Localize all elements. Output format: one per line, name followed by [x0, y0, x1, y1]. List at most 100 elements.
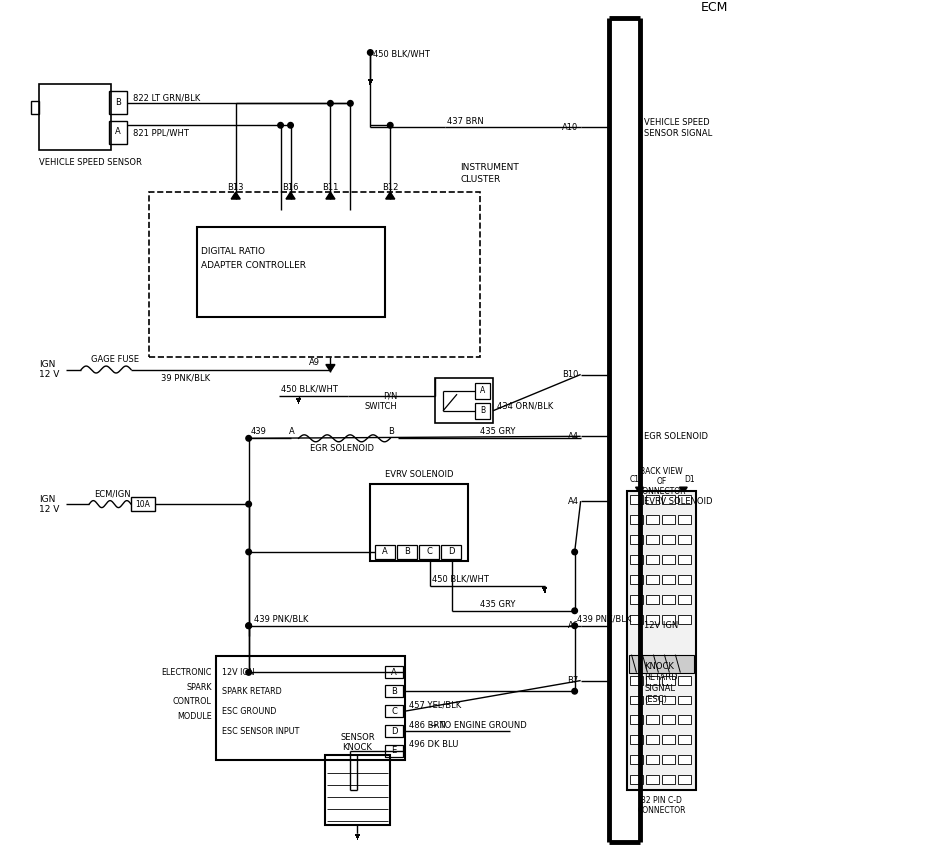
Text: 439: 439 — [251, 427, 267, 436]
Text: 12 V: 12 V — [39, 370, 60, 379]
Text: 457 YEL/BLK: 457 YEL/BLK — [410, 701, 462, 709]
Text: B: B — [480, 406, 485, 416]
Text: D: D — [391, 727, 397, 735]
Text: SPARK RETARD: SPARK RETARD — [222, 687, 282, 695]
Bar — [678, 715, 691, 725]
Text: ESC GROUND: ESC GROUND — [222, 707, 276, 715]
Text: 437 BRN: 437 BRN — [447, 117, 484, 126]
Text: 32 PIN C-D: 32 PIN C-D — [641, 796, 682, 805]
Text: 439 PNK/BLK: 439 PNK/BLK — [254, 614, 308, 624]
Polygon shape — [286, 192, 295, 199]
Bar — [631, 735, 644, 745]
Text: A10: A10 — [563, 123, 578, 132]
Bar — [631, 515, 644, 524]
Bar — [678, 555, 691, 564]
Text: B12: B12 — [382, 183, 398, 191]
Text: C1: C1 — [630, 475, 639, 484]
Text: MODULE: MODULE — [177, 712, 212, 721]
Text: SIGNAL: SIGNAL — [645, 684, 675, 693]
Bar — [647, 515, 660, 524]
Bar — [662, 555, 675, 564]
Text: KNOCK: KNOCK — [645, 662, 675, 671]
Text: B16: B16 — [283, 183, 299, 191]
Circle shape — [368, 49, 373, 55]
Bar — [647, 615, 660, 624]
Polygon shape — [635, 488, 644, 493]
Text: 496 DK BLU: 496 DK BLU — [410, 740, 458, 749]
Text: B7: B7 — [567, 676, 578, 685]
Text: C: C — [426, 547, 432, 557]
Bar — [419, 545, 439, 559]
Circle shape — [278, 122, 284, 128]
Text: DIGITAL RATIO: DIGITAL RATIO — [201, 248, 265, 256]
Bar — [326, 755, 390, 825]
Polygon shape — [326, 365, 335, 372]
Bar — [109, 91, 127, 114]
Bar — [662, 755, 675, 765]
Text: C: C — [391, 707, 397, 715]
Text: SPARK: SPARK — [187, 682, 212, 692]
Bar — [631, 715, 644, 725]
Bar — [149, 192, 480, 357]
Text: ECM/IGN: ECM/IGN — [94, 489, 131, 499]
Bar — [647, 575, 660, 584]
Bar — [375, 545, 396, 559]
Bar — [678, 775, 691, 785]
Text: IGN: IGN — [39, 494, 56, 504]
Bar — [631, 695, 644, 705]
Bar — [441, 545, 461, 559]
Bar — [662, 495, 675, 504]
Text: 821 PPL/WHT: 821 PPL/WHT — [133, 129, 188, 138]
Polygon shape — [385, 192, 395, 199]
Bar — [678, 535, 691, 544]
Text: P/N
SWITCH: P/N SWITCH — [365, 391, 397, 410]
Bar — [475, 383, 490, 398]
Bar — [631, 755, 644, 765]
Circle shape — [287, 122, 293, 128]
Bar — [631, 595, 644, 604]
Bar — [370, 484, 468, 561]
Bar — [647, 675, 660, 684]
Bar — [631, 575, 644, 584]
Bar — [662, 535, 675, 544]
Bar — [647, 695, 660, 705]
Text: 439 PNK/BLK: 439 PNK/BLK — [577, 614, 631, 624]
Text: 822 LT GRN/BLK: 822 LT GRN/BLK — [133, 94, 201, 103]
Text: EVRV SOLENOID: EVRV SOLENOID — [645, 496, 713, 506]
Bar — [662, 515, 675, 524]
Circle shape — [246, 549, 252, 555]
Circle shape — [572, 608, 578, 614]
Circle shape — [246, 669, 252, 675]
Text: A: A — [480, 386, 485, 395]
Text: CONNECTOR: CONNECTOR — [637, 805, 686, 815]
Text: SENSOR: SENSOR — [340, 733, 375, 742]
Text: CONNECTOR: CONNECTOR — [637, 487, 686, 495]
Text: A6: A6 — [567, 621, 578, 630]
Circle shape — [327, 100, 333, 107]
Bar — [662, 715, 675, 725]
Text: ADAPTER CONTROLLER: ADAPTER CONTROLLER — [201, 262, 306, 270]
Text: BACK VIEW: BACK VIEW — [640, 467, 683, 475]
Bar — [662, 695, 675, 705]
Bar — [662, 735, 675, 745]
Text: VEHICLE SPEED SENSOR: VEHICLE SPEED SENSOR — [39, 158, 142, 166]
Text: A: A — [288, 427, 294, 436]
Text: B10: B10 — [563, 370, 578, 379]
Text: A: A — [115, 127, 121, 136]
Text: ELECTRONIC: ELECTRONIC — [161, 668, 212, 677]
Circle shape — [246, 501, 252, 507]
Bar — [647, 555, 660, 564]
Text: A4: A4 — [567, 496, 578, 506]
Circle shape — [572, 688, 578, 694]
Text: B: B — [391, 687, 397, 695]
Bar — [662, 575, 675, 584]
Text: B: B — [115, 98, 121, 107]
Circle shape — [572, 549, 578, 555]
Bar — [475, 404, 490, 419]
Text: D1: D1 — [684, 475, 695, 484]
Text: IGN: IGN — [39, 360, 56, 369]
Bar — [647, 595, 660, 604]
Text: 12V IGN: 12V IGN — [645, 621, 678, 630]
Bar — [678, 695, 691, 705]
Bar — [385, 667, 403, 678]
